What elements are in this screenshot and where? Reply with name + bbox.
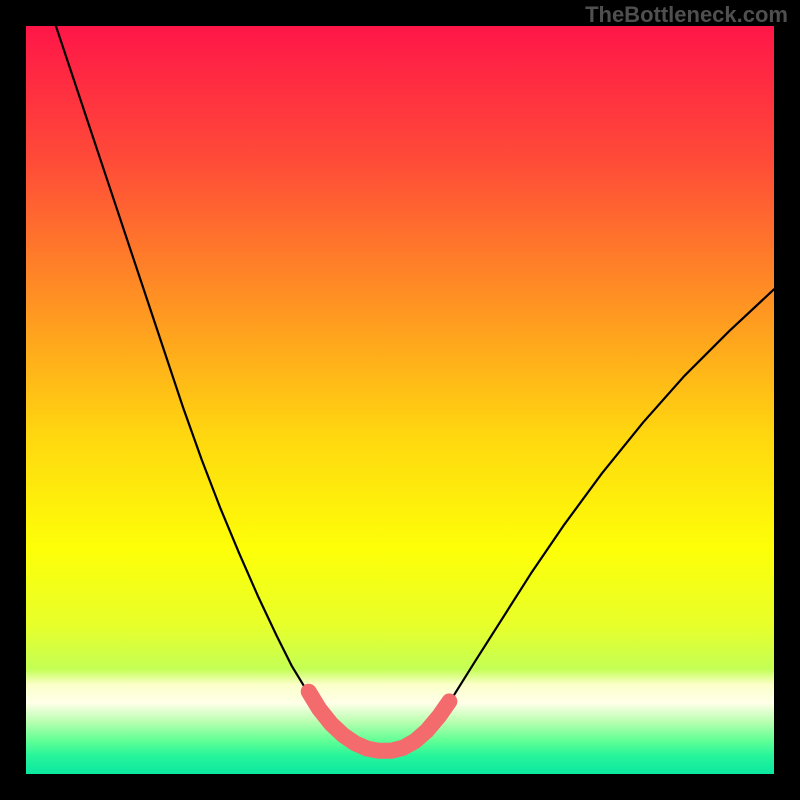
watermark-label: TheBottleneck.com [585, 0, 788, 28]
chart-plot-area [26, 26, 774, 774]
chart-svg [26, 26, 774, 774]
